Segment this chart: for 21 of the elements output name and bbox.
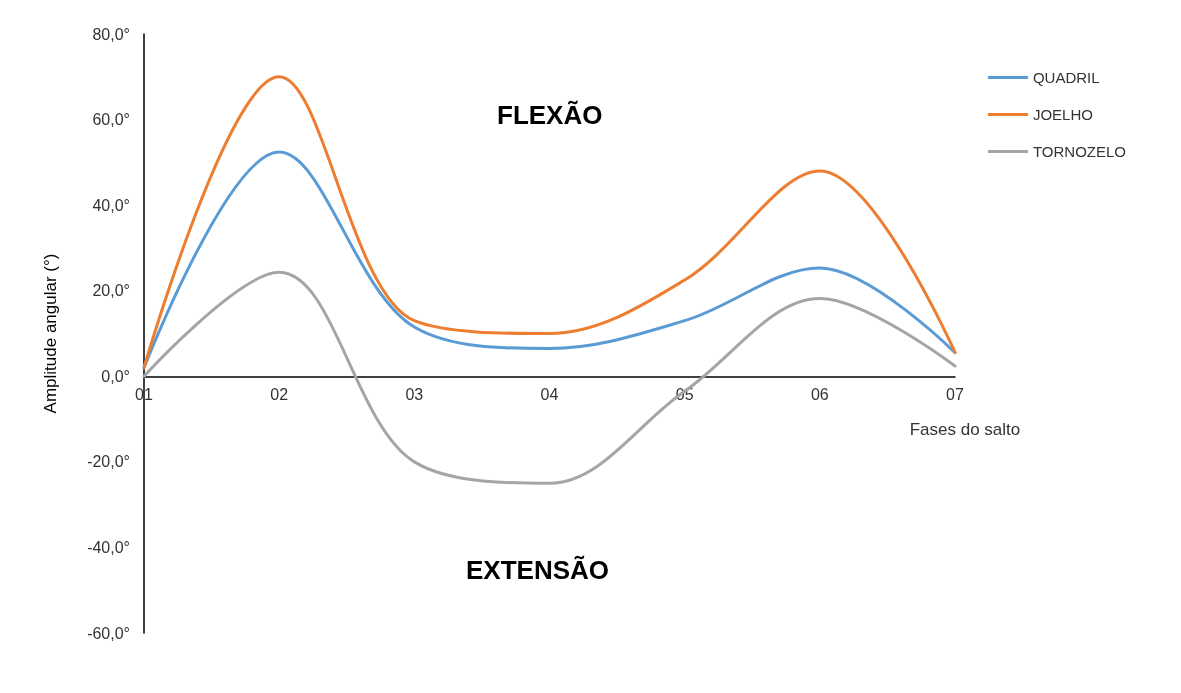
x-tick-label: 04	[540, 385, 559, 403]
y-tick-label: 20,0°	[92, 282, 130, 300]
y-tick-label: -60,0°	[87, 624, 130, 642]
annotation: EXTENSÃO	[466, 555, 610, 585]
y-tick-label: 0,0°	[101, 367, 130, 385]
x-tick-label: 07	[946, 385, 964, 403]
y-tick-label: -20,0°	[87, 453, 130, 471]
x-tick-label: 06	[810, 385, 829, 403]
y-tick-label: 80,0°	[92, 25, 130, 43]
legend-label: TORNOZELO	[1032, 143, 1127, 160]
legend-label: JOELHO	[1032, 106, 1093, 123]
y-tick-label: 40,0°	[92, 196, 130, 214]
y-axis-title: Amplitude angular (°)	[41, 253, 60, 414]
line-series	[142, 75, 957, 370]
annotation: FLEXÃO	[497, 100, 603, 130]
legend-label: QUADRIL	[1032, 69, 1100, 86]
x-axis-title: Fases do salto	[909, 420, 1021, 440]
y-tick-label: -40,0°	[87, 538, 130, 556]
x-tick-label: 02	[270, 385, 289, 403]
x-tick-label: 03	[405, 385, 424, 403]
y-tick-label: 60,0°	[92, 111, 130, 129]
